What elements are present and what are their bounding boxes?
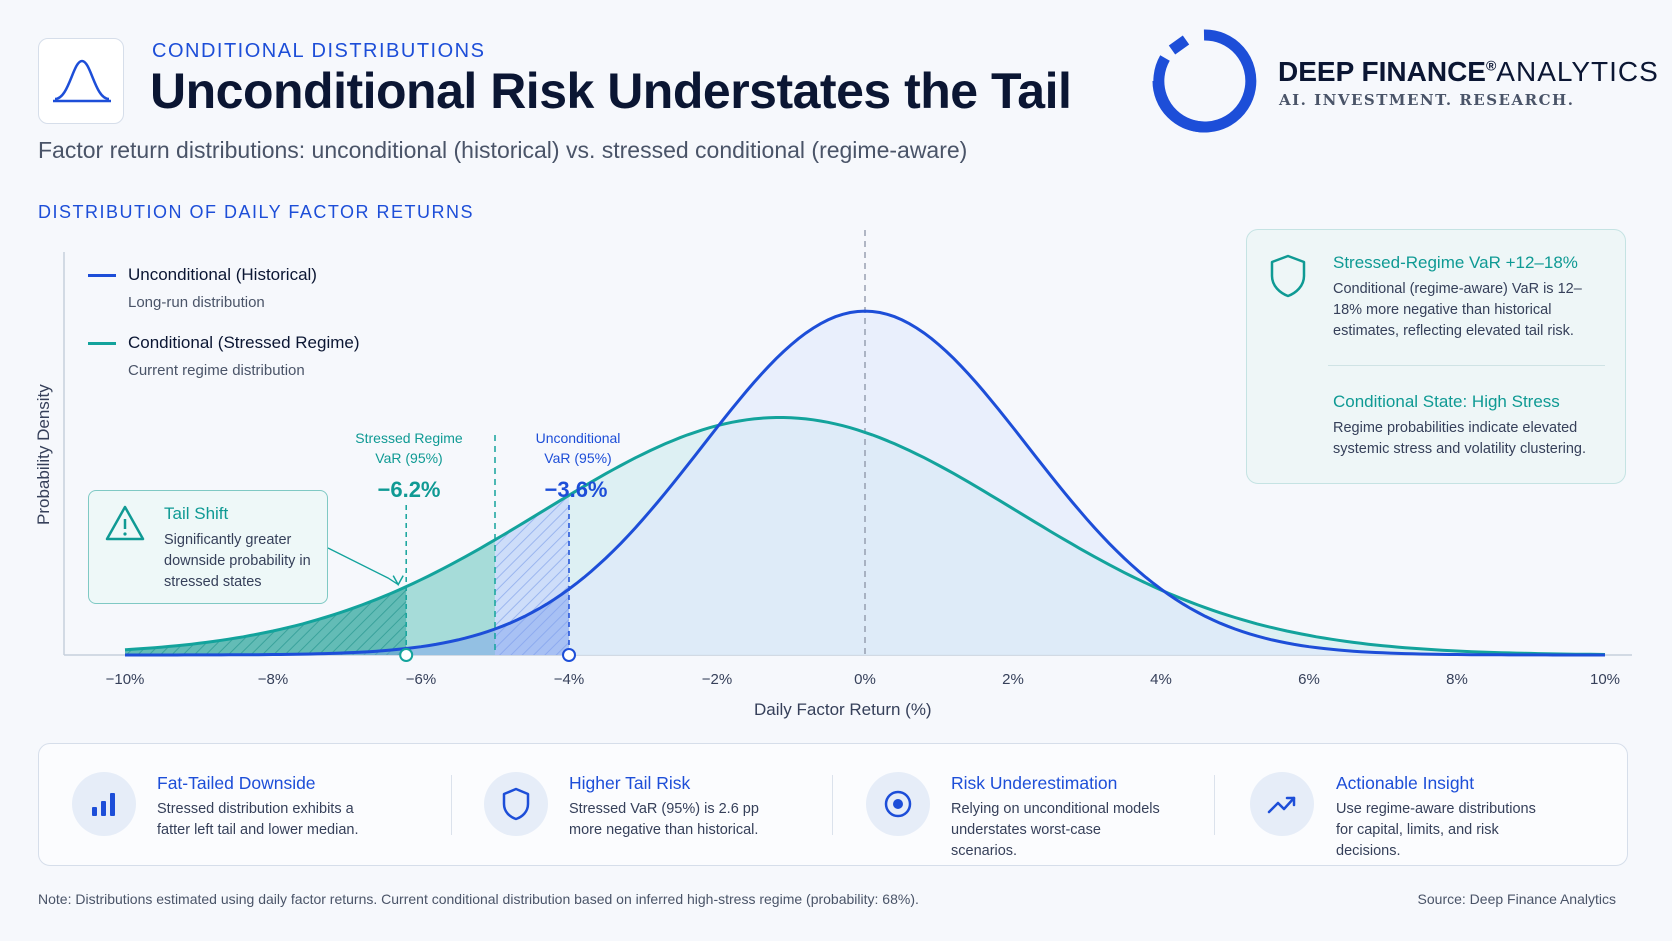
legend-title-conditional: Conditional (Stressed Regime) [128,333,360,352]
card-text-insight: Use regime-aware distributions for capit… [1336,801,1536,859]
x-tick-label: −8% [257,671,289,688]
annotation-arrowhead [392,575,404,587]
card-separator [1214,775,1215,835]
panel-text-state: Regime probabilities indicate elevated s… [1333,420,1587,457]
x-tick-label: 4% [1150,671,1172,688]
card-separator [832,775,833,835]
stressed-var-tail-region [125,586,407,655]
x-tick-label: 2% [1002,671,1024,688]
card-text-underestimation: Relying on unconditional models understa… [951,801,1160,859]
annotation-leader [327,547,399,586]
x-tick-label: 6% [1298,671,1320,688]
legend-title-unconditional: Unconditional (Historical) [128,265,317,284]
unconditional-var-tail-region [125,589,569,655]
var-value-stressed: −6.2% [377,477,441,502]
var-label-stressed: Stressed Regime VaR (95%) [339,428,479,468]
unconditional-tail-region [495,495,569,655]
card-title-fat-tail: Fat-Tailed Downside [157,773,316,793]
trend-up-icon [1267,796,1296,814]
var-label-stressed-line2: VaR (95%) [375,450,443,466]
tail-shift-annotation [88,490,328,604]
panel-text-var: Conditional (regime-aware) VaR is 12–18%… [1333,281,1582,339]
card-text-tail-risk: Stressed VaR (95%) is 2.6 pp more negati… [569,801,759,838]
brand-registered: ® [1485,57,1497,74]
x-axis-title: Daily Factor Return (%) [754,700,932,719]
var-label-unconditional-line1: Unconditional [535,430,621,446]
card-separator [451,775,452,835]
bar-chart-icon [92,793,115,816]
legend-swatch-conditional [88,342,116,345]
panel-title-var: Stressed-Regime VaR +12–18% [1333,253,1578,272]
card-title-insight: Actionable Insight [1336,773,1475,793]
target-icon [884,790,912,818]
card-icon-circle [1250,772,1314,836]
card-icon-circle [484,772,548,836]
ring-logo [1152,29,1257,133]
var-label-unconditional-line2: VaR (95%) [544,450,612,466]
page-subtitle: Factor return distributions: uncondition… [38,137,968,163]
page-title: Unconditional Risk Understates the Tail [150,63,1072,119]
x-tick-label: −6% [405,671,437,688]
card-title-underestimation: Risk Underestimation [951,773,1118,793]
tail-shift-text: Significantly greater downside probabili… [164,532,311,590]
shield-icon [1270,254,1306,298]
var-label-stressed-line1: Stressed Regime [355,430,463,446]
header-icon-box [38,38,124,124]
legend-sub-unconditional: Long-run distribution [128,294,265,311]
x-tick-label: −4% [553,671,585,688]
y-axis-title: Probability Density [34,384,53,525]
bell-curve-icon [53,59,111,103]
brand-name: DEEP FINANCE®ANALYTICS [1278,56,1659,88]
footer-source: Source: Deep Finance Analytics [1417,891,1616,907]
var-point-stressed [399,648,414,662]
x-tick-label: −2% [701,671,733,688]
legend-swatch-unconditional [88,274,116,277]
eyebrow: CONDITIONAL DISTRIBUTIONS [152,40,486,62]
var-label-unconditional: Unconditional VaR (95%) [508,428,648,468]
brand-name-bold: DEEP FINANCE [1278,56,1486,87]
legend-sub-conditional: Current regime distribution [128,362,305,379]
conditional-curve [124,416,1606,656]
info-panel [1246,229,1626,484]
card-title-tail-risk: Higher Tail Risk [569,773,691,793]
tail-shift-title: Tail Shift [164,504,229,523]
x-tick-label: 10% [1589,671,1621,688]
unconditional-curve [125,309,1605,657]
x-tick-label: 0% [854,671,876,688]
panel-divider [1328,365,1605,366]
panel-title-state: Conditional State: High Stress [1333,392,1560,411]
x-tick-label: −10% [105,671,145,688]
section-label: DISTRIBUTION OF DAILY FACTOR RETURNS [38,202,475,222]
card-text-fat-tail: Stressed distribution exhibits a fatter … [157,801,359,838]
x-tick-label: 8% [1446,671,1468,688]
warning-triangle-icon [105,505,145,541]
var-value-unconditional: −3.6% [544,477,608,502]
shield-icon [502,787,530,821]
brand-tagline: AI. INVESTMENT. RESEARCH. [1279,91,1575,109]
brand-name-light: ANALYTICS [1496,56,1659,87]
footer-note: Note: Distributions estimated using dail… [38,891,919,907]
insight-cards [38,743,1628,866]
var-point-unconditional [562,648,576,662]
